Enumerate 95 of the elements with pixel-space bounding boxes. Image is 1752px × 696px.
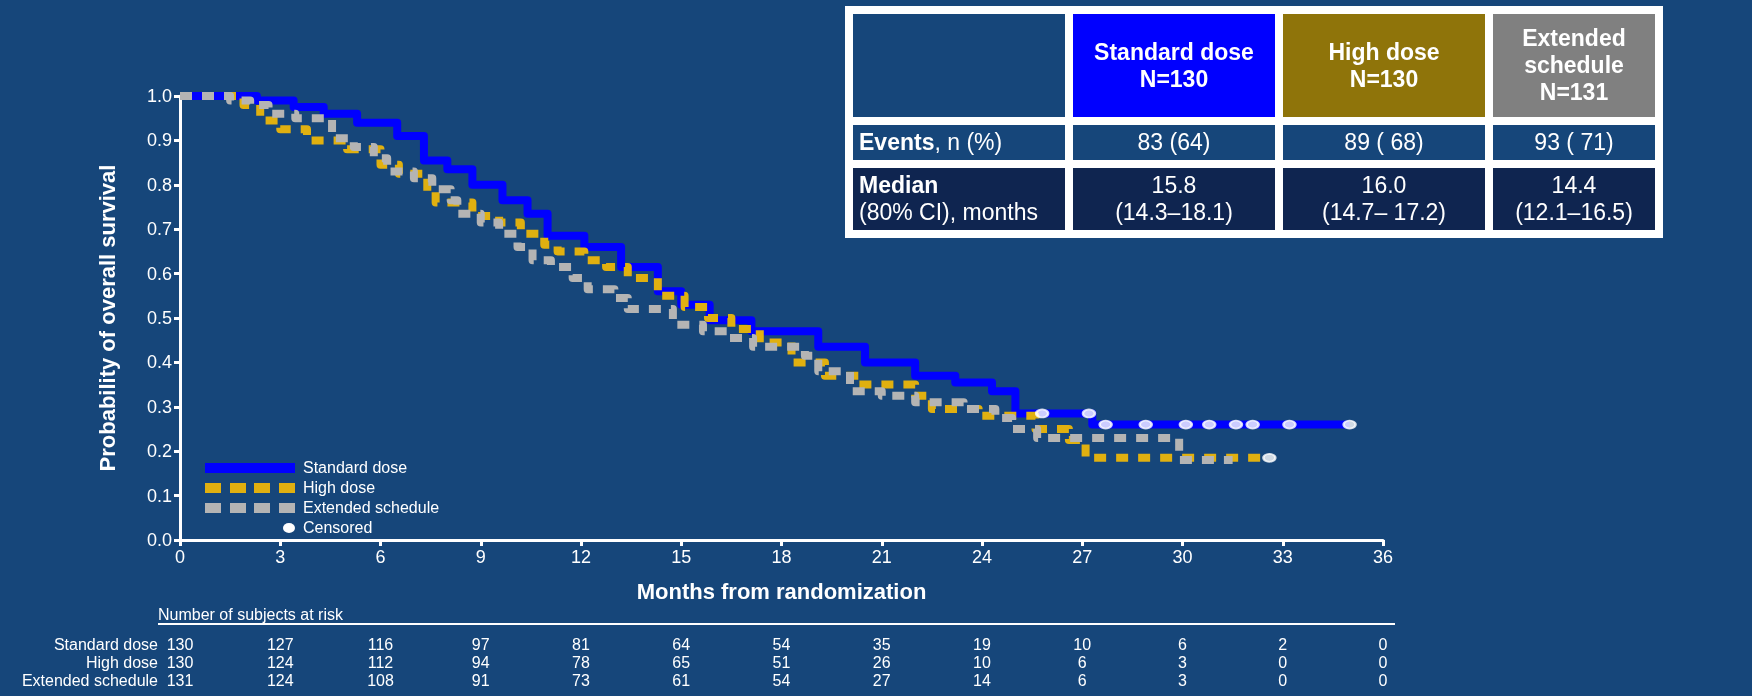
legend-label: Censored: [303, 518, 373, 538]
y-tick-label: 0.9: [146, 130, 172, 151]
x-tick-label: 12: [570, 547, 592, 567]
text: Standard dose: [53, 636, 158, 653]
text: 35: [872, 636, 891, 653]
annotation: 83 (64): [1073, 125, 1275, 160]
x-tick-label: 18: [771, 547, 792, 567]
text: 14: [973, 672, 991, 689]
point: [1342, 419, 1357, 430]
text: 0: [1378, 654, 1388, 671]
text: 27: [872, 672, 891, 689]
text: 130: [166, 654, 194, 671]
x-tick-label: 24: [971, 547, 993, 567]
annotation: Median (80% CI), months: [853, 168, 1065, 230]
text: 78: [572, 654, 590, 671]
text: 112: [367, 654, 394, 671]
y-tick-label: 0.7: [146, 219, 172, 240]
annotation: 16.0 (14.7– 17.2): [1283, 168, 1485, 230]
text: High dose N=130: [1328, 38, 1440, 92]
point: [1202, 419, 1217, 430]
text: 94: [471, 654, 490, 671]
text: 61: [672, 672, 691, 689]
text: 0: [1378, 672, 1388, 689]
text: 51: [772, 654, 791, 671]
text: 14.4 (12.1–16.5): [1515, 172, 1633, 225]
legend-label: High dose: [303, 478, 376, 498]
x-tick-label: 0: [174, 547, 186, 567]
x-tick-label: 9: [475, 547, 486, 567]
text: 93 ( 71): [1534, 129, 1614, 155]
x-tick-label: 36: [1372, 547, 1394, 567]
text: 65: [672, 654, 691, 671]
x-tick-label: 21: [871, 547, 892, 567]
text: 0: [1278, 654, 1288, 671]
y-tick-label: 0.1: [146, 485, 172, 506]
point: [1282, 419, 1297, 430]
point: [1228, 419, 1243, 430]
x-tick-label: 27: [1072, 547, 1093, 567]
y-axis-title: Probability of overall survival: [94, 164, 120, 472]
point: [1262, 452, 1277, 463]
y-tick-label: 0.2: [146, 441, 172, 462]
y-tick-label: 0.6: [146, 263, 172, 284]
x-axis-title: Months from randomization: [636, 578, 927, 604]
text: 116: [367, 636, 394, 653]
x-tick-label: 15: [671, 547, 692, 567]
point: [1245, 419, 1260, 430]
text: 54: [772, 672, 791, 689]
text: Number of subjects at risk: [158, 606, 343, 623]
point: [1081, 408, 1096, 419]
text: 130: [166, 636, 194, 653]
x-tick-label: 30: [1172, 547, 1193, 567]
text: 19: [973, 636, 991, 653]
point: [1035, 408, 1050, 419]
text: 81: [572, 636, 590, 653]
text: 131: [166, 672, 194, 689]
text: 10: [973, 654, 991, 671]
text: 0: [1278, 672, 1288, 689]
text: 64: [672, 636, 691, 653]
legend-label: Extended schedule: [303, 498, 440, 518]
point: [1098, 419, 1113, 430]
text: 54: [772, 636, 791, 653]
text: 3: [1178, 672, 1187, 689]
text: 124: [266, 654, 294, 671]
annotation: 89 ( 68): [1283, 125, 1485, 160]
y-tick-label: 1.0: [146, 86, 172, 106]
x-tick-label: 33: [1272, 547, 1293, 567]
text: 6: [1077, 672, 1087, 689]
text: 0: [1378, 636, 1388, 653]
text: 91: [471, 672, 490, 689]
text: 26: [872, 654, 891, 671]
annotation: Events, n (%): [853, 125, 1065, 160]
text: Extended schedule: [21, 672, 158, 689]
point: [1178, 419, 1193, 430]
legend-label: Standard dose: [303, 458, 408, 478]
x-tick-label: 3: [275, 547, 286, 567]
y-tick-label: 0.0: [146, 530, 172, 550]
point: [1138, 419, 1153, 430]
text: 73: [572, 672, 590, 689]
text: 2: [1278, 636, 1288, 653]
x-tick-label: 6: [375, 547, 386, 567]
y-tick-label: 0.3: [146, 396, 172, 417]
text: Extended schedule N=131: [1522, 25, 1626, 105]
y-tick-label: 0.4: [146, 352, 172, 373]
text: Standard dose N=130: [1094, 38, 1254, 92]
text: 6: [1077, 654, 1087, 671]
y-tick-label: 0.5: [146, 308, 172, 328]
y-tick-label: 0.8: [146, 174, 172, 195]
text: 127: [266, 636, 294, 653]
text: 10: [1073, 636, 1092, 653]
text: 6: [1178, 636, 1187, 653]
text: 97: [471, 636, 490, 653]
text: High dose: [85, 654, 158, 671]
text: 108: [367, 672, 394, 689]
annotation: 15.8 (14.3–18.1): [1073, 168, 1275, 230]
text: 124: [266, 672, 294, 689]
text: 3: [1178, 654, 1187, 671]
